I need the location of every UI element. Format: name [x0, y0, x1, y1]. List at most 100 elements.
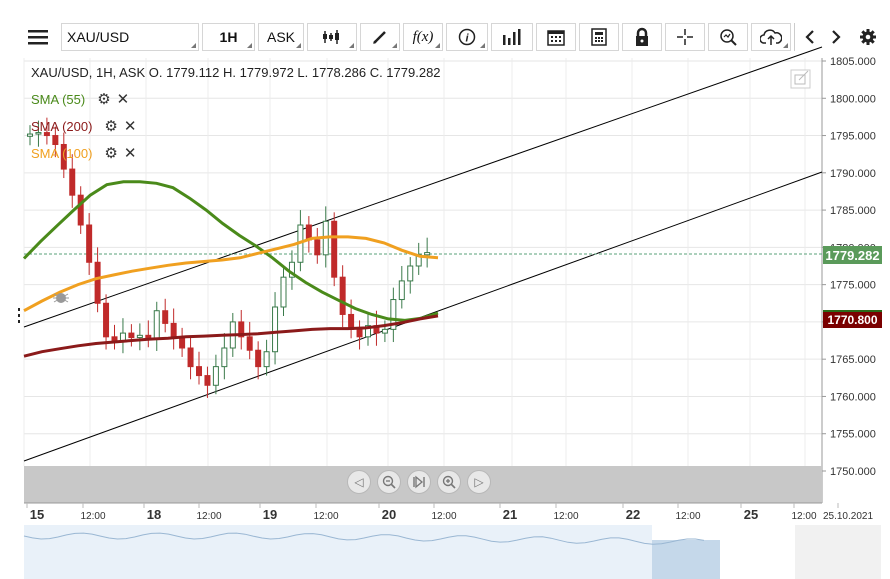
candle-body[interactable] — [187, 347, 194, 368]
y-tick-label: 1795.000 — [830, 131, 876, 143]
candlestick-icon[interactable] — [307, 23, 357, 51]
calculator-icon[interactable] — [579, 23, 619, 51]
candle-body[interactable] — [103, 302, 110, 338]
sma-100-line[interactable] — [23, 235, 439, 313]
candle-body[interactable] — [170, 322, 177, 338]
reset-icon[interactable] — [407, 470, 431, 494]
zoom-out-icon[interactable] — [377, 470, 401, 494]
zoom-in-icon[interactable] — [437, 470, 461, 494]
crosshair-icon[interactable] — [665, 23, 705, 51]
candle-body[interactable] — [60, 143, 67, 170]
candle-body[interactable] — [77, 194, 84, 226]
x-tick-label: 19 — [263, 507, 277, 522]
bar-chart-icon[interactable] — [491, 23, 533, 51]
candle-body[interactable] — [314, 239, 321, 256]
x-tick-label: 12:00 — [80, 511, 105, 522]
close-icon[interactable]: ✕ — [123, 118, 137, 135]
candle-body[interactable] — [424, 252, 431, 256]
channel-upper-line[interactable] — [23, 46, 823, 328]
candle-body[interactable] — [407, 265, 414, 282]
timeframe-label: 1H — [219, 29, 238, 45]
candle-body[interactable] — [246, 336, 253, 351]
candle-body[interactable] — [212, 366, 219, 386]
candle-body[interactable] — [221, 347, 228, 368]
x-tick-label: 18 — [147, 507, 161, 522]
candle-body[interactable] — [27, 133, 33, 137]
x-tick-label: 15 — [30, 507, 44, 522]
fx-icon[interactable]: f(x) — [403, 23, 443, 51]
sma-200-line[interactable] — [23, 314, 439, 358]
candle-body[interactable] — [398, 280, 405, 301]
candle-body[interactable] — [69, 168, 76, 196]
candle-body[interactable] — [35, 132, 42, 135]
y-tick-label: 1805.000 — [830, 56, 876, 68]
candle-body[interactable] — [153, 310, 160, 339]
toolbar-divider — [794, 23, 795, 51]
candle-body[interactable] — [94, 261, 101, 304]
close-icon[interactable]: ✕ — [116, 91, 130, 108]
sma-55-line[interactable] — [22, 180, 439, 322]
scroll-left-icon[interactable]: ◁ — [347, 470, 371, 494]
symbol-label: XAU/USD — [67, 29, 130, 45]
lock-icon[interactable] — [622, 23, 662, 51]
candle-body[interactable] — [263, 351, 270, 368]
symbol-selector[interactable]: XAU/USD — [61, 23, 199, 51]
candle-body[interactable] — [331, 220, 338, 278]
legend-sma-55[interactable]: SMA (55) ⚙ ✕ — [31, 90, 129, 108]
info-icon[interactable]: i — [446, 23, 488, 51]
chart-nav-controls: ◁ ▷ — [347, 470, 491, 496]
left-resize-handle[interactable] — [18, 308, 20, 323]
y-tick-label: 1765.000 — [830, 354, 876, 366]
overview-window[interactable] — [652, 540, 720, 579]
candle-body[interactable] — [128, 332, 135, 339]
candle-body[interactable] — [255, 349, 262, 368]
candle-body[interactable] — [356, 328, 363, 338]
scroll-right-icon[interactable]: ▷ — [467, 470, 491, 494]
overview-future — [795, 525, 881, 579]
price-type-selector[interactable]: ASK — [258, 23, 304, 51]
calendar-icon[interactable] — [536, 23, 576, 51]
legend-sma-200[interactable]: SMA (200) ⚙ ✕ — [31, 117, 136, 135]
close-icon[interactable]: ✕ — [123, 145, 137, 162]
gear-icon[interactable]: ⚙ — [104, 118, 118, 135]
candle-body[interactable] — [86, 224, 93, 263]
candle-body[interactable] — [390, 299, 397, 330]
candle-body[interactable] — [52, 135, 59, 145]
gear-icon[interactable]: ⚙ — [104, 145, 118, 162]
gear-icon[interactable]: ⚙ — [97, 91, 111, 108]
timeframe-selector[interactable]: 1H — [202, 23, 255, 51]
candle-body[interactable] — [280, 276, 287, 308]
y-tick-label: 1755.000 — [830, 429, 876, 441]
gear-icon[interactable] — [856, 23, 880, 51]
pencil-icon[interactable] — [360, 23, 400, 51]
legend-sma-55-label: SMA (55) — [31, 91, 86, 107]
candle-body[interactable] — [365, 325, 371, 338]
hamburger-icon[interactable] — [20, 23, 56, 51]
chevron-right-icon[interactable] — [824, 23, 848, 51]
candle-body[interactable] — [136, 334, 143, 339]
chevron-left-icon[interactable] — [798, 23, 822, 51]
alert-bug-icon[interactable] — [53, 293, 69, 303]
candle-body[interactable] — [162, 310, 169, 324]
overview-area — [24, 525, 652, 579]
candle-body[interactable] — [381, 328, 388, 334]
y-tick-label: 1775.000 — [830, 280, 876, 292]
x-tick-label: 20 — [382, 507, 396, 522]
zoom-icon[interactable] — [708, 23, 748, 51]
candle-body[interactable] — [238, 321, 245, 338]
grid-lines — [23, 58, 822, 466]
candle-body[interactable] — [204, 375, 211, 386]
candle-body[interactable] — [272, 306, 279, 353]
candle-body[interactable] — [339, 276, 346, 315]
x-tick-label: 12:00 — [313, 511, 338, 522]
cloud-upload-icon[interactable] — [751, 23, 791, 51]
candle-body[interactable] — [111, 336, 118, 342]
candle-body[interactable] — [119, 332, 126, 342]
x-tick-label: 22 — [626, 507, 640, 522]
candle-body[interactable] — [43, 132, 50, 137]
legend-sma-100[interactable]: SMA (100) ⚙ ✕ — [31, 144, 136, 162]
candle-body[interactable] — [196, 366, 202, 377]
maximize-icon[interactable] — [790, 69, 811, 89]
x-tick-label: 12:00 — [553, 511, 578, 522]
